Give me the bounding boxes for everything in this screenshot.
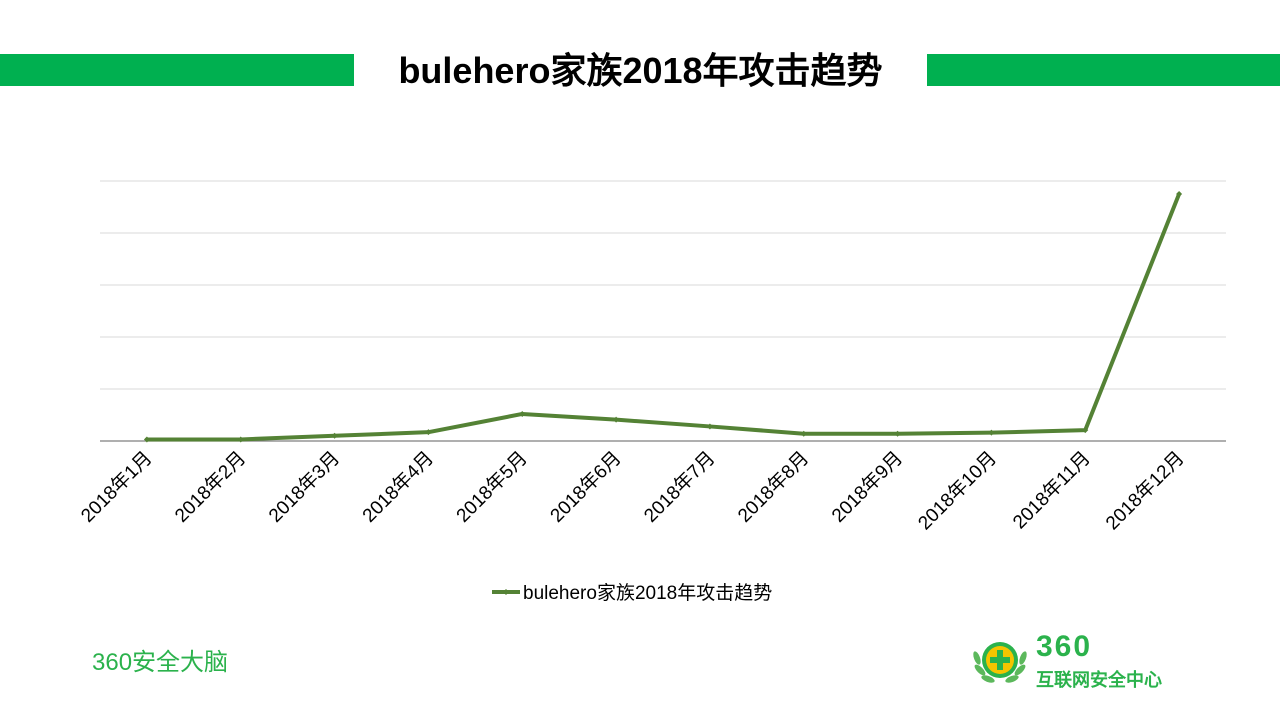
data-point — [237, 436, 244, 443]
data-point — [519, 410, 526, 417]
x-tick-label: 2018年11月 — [1009, 447, 1095, 533]
page-title: bulehero家族2018年攻击趋势 — [398, 50, 883, 91]
company-logo: 360 互联网安全中心 — [970, 630, 1200, 690]
chart-series — [143, 191, 1183, 443]
data-point — [706, 423, 713, 430]
x-axis-labels: 2018年1月 2018年2月 2018年3月 2018年4月 2018年5月 2018年… — [77, 447, 1189, 534]
logo-number: 360 — [1036, 630, 1093, 663]
data-point — [800, 430, 807, 437]
data-point — [425, 429, 432, 436]
data-point — [1082, 427, 1089, 434]
x-tick-label: 2018年12月 — [1101, 447, 1188, 534]
data-point — [331, 432, 338, 439]
title-bar-right — [927, 54, 1280, 86]
x-tick-label: 2018年2月 — [170, 447, 250, 527]
brand-text: 360安全大脑 — [92, 649, 229, 676]
data-point — [143, 436, 150, 443]
title-bar-left — [0, 54, 354, 86]
x-tick-label: 2018年7月 — [640, 447, 720, 527]
x-tick-label: 2018年1月 — [77, 447, 157, 527]
legend-label: bulehero家族2018年攻击趋势 — [523, 582, 772, 604]
chart-grid — [100, 180, 1226, 442]
legend-marker — [503, 589, 509, 595]
data-point — [988, 429, 995, 436]
chart-legend: bulehero家族2018年攻击趋势 — [492, 582, 772, 604]
logo-subtitle: 互联网安全中心 — [1036, 670, 1162, 690]
x-tick-label: 2018年9月 — [827, 447, 907, 527]
x-tick-label: 2018年5月 — [452, 447, 532, 527]
series-line — [144, 192, 1182, 442]
x-tick-label: 2018年8月 — [733, 447, 813, 527]
x-tick-label: 2018年10月 — [914, 447, 1001, 534]
x-tick-label: 2018年6月 — [546, 447, 626, 527]
x-tick-label: 2018年3月 — [264, 447, 344, 527]
data-point — [1176, 191, 1183, 197]
360-shield-plus-icon — [973, 642, 1027, 683]
data-point — [613, 416, 620, 423]
data-point — [894, 430, 901, 437]
x-tick-label: 2018年4月 — [358, 447, 438, 527]
